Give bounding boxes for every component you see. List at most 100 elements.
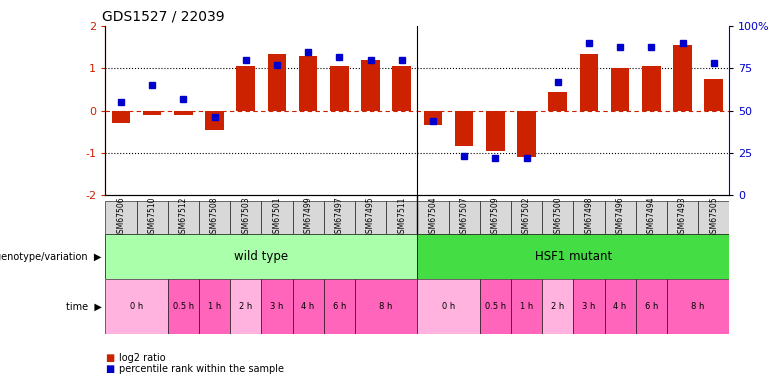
Text: 2 h: 2 h bbox=[239, 302, 252, 311]
Bar bbox=[698, 201, 729, 234]
Bar bbox=[642, 66, 661, 111]
Text: GSM67503: GSM67503 bbox=[241, 197, 250, 238]
Text: 8 h: 8 h bbox=[691, 302, 705, 311]
Bar bbox=[704, 79, 723, 111]
Bar bbox=[105, 279, 168, 334]
Text: GSM67500: GSM67500 bbox=[553, 197, 562, 238]
Bar bbox=[448, 201, 480, 234]
Bar bbox=[517, 111, 536, 157]
Text: 1 h: 1 h bbox=[520, 302, 533, 311]
Text: GSM67494: GSM67494 bbox=[647, 197, 656, 238]
Bar bbox=[667, 279, 729, 334]
Bar bbox=[673, 45, 692, 111]
Text: 4 h: 4 h bbox=[614, 302, 626, 311]
Text: 6 h: 6 h bbox=[644, 302, 658, 311]
Text: 3 h: 3 h bbox=[582, 302, 596, 311]
Bar bbox=[205, 111, 224, 130]
Bar bbox=[417, 234, 729, 279]
Text: percentile rank within the sample: percentile rank within the sample bbox=[119, 364, 285, 374]
Bar bbox=[168, 201, 199, 234]
Text: ■: ■ bbox=[105, 353, 115, 363]
Bar bbox=[261, 279, 292, 334]
Bar bbox=[230, 201, 261, 234]
Bar bbox=[480, 279, 511, 334]
Bar bbox=[636, 279, 667, 334]
Bar bbox=[573, 279, 604, 334]
Text: GSM67510: GSM67510 bbox=[147, 197, 157, 238]
Text: GSM67501: GSM67501 bbox=[272, 197, 282, 238]
Text: GSM67497: GSM67497 bbox=[335, 197, 344, 238]
Text: GSM67509: GSM67509 bbox=[491, 197, 500, 238]
Bar bbox=[143, 111, 161, 115]
Bar bbox=[324, 279, 355, 334]
Text: log2 ratio: log2 ratio bbox=[119, 353, 166, 363]
Text: GSM67496: GSM67496 bbox=[615, 197, 625, 238]
Bar bbox=[604, 201, 636, 234]
Bar bbox=[542, 201, 573, 234]
Text: 0.5 h: 0.5 h bbox=[484, 302, 506, 311]
Bar bbox=[361, 60, 380, 111]
Text: GSM67505: GSM67505 bbox=[709, 197, 718, 238]
Text: 0 h: 0 h bbox=[130, 302, 143, 311]
Text: genotype/variation  ▶: genotype/variation ▶ bbox=[0, 252, 101, 262]
Text: 3 h: 3 h bbox=[270, 302, 284, 311]
Bar bbox=[330, 66, 349, 111]
Text: 1 h: 1 h bbox=[208, 302, 221, 311]
Bar bbox=[486, 111, 505, 151]
Text: GSM67508: GSM67508 bbox=[210, 197, 219, 238]
Bar bbox=[112, 111, 130, 123]
Bar bbox=[105, 234, 417, 279]
Bar bbox=[573, 201, 604, 234]
Bar bbox=[355, 201, 386, 234]
Text: GSM67495: GSM67495 bbox=[366, 197, 375, 238]
Bar bbox=[542, 279, 573, 334]
Bar bbox=[417, 201, 448, 234]
Text: GSM67511: GSM67511 bbox=[397, 197, 406, 238]
Text: 4 h: 4 h bbox=[302, 302, 314, 311]
Text: GSM67502: GSM67502 bbox=[522, 197, 531, 238]
Text: GSM67512: GSM67512 bbox=[179, 197, 188, 238]
Bar bbox=[636, 201, 667, 234]
Bar bbox=[548, 92, 567, 111]
Text: 8 h: 8 h bbox=[379, 302, 393, 311]
Text: GSM67507: GSM67507 bbox=[459, 197, 469, 238]
Text: GSM67493: GSM67493 bbox=[678, 197, 687, 238]
Bar bbox=[199, 201, 230, 234]
Text: 6 h: 6 h bbox=[332, 302, 346, 311]
Bar bbox=[261, 201, 292, 234]
Bar bbox=[611, 68, 629, 111]
Bar bbox=[168, 279, 199, 334]
Bar bbox=[417, 279, 480, 334]
Bar bbox=[455, 111, 473, 147]
Text: 2 h: 2 h bbox=[551, 302, 564, 311]
Text: GSM67504: GSM67504 bbox=[428, 197, 438, 238]
Bar bbox=[136, 201, 168, 234]
Bar bbox=[324, 201, 355, 234]
Bar bbox=[511, 201, 542, 234]
Bar bbox=[199, 279, 230, 334]
Bar bbox=[392, 66, 411, 111]
Text: 0.5 h: 0.5 h bbox=[172, 302, 194, 311]
Bar bbox=[480, 201, 511, 234]
Text: GDS1527 / 22039: GDS1527 / 22039 bbox=[102, 10, 225, 24]
Text: GSM67498: GSM67498 bbox=[584, 197, 594, 238]
Bar bbox=[236, 66, 255, 111]
Bar bbox=[580, 54, 598, 111]
Text: time  ▶: time ▶ bbox=[66, 302, 101, 312]
Text: ■: ■ bbox=[105, 364, 115, 374]
Text: GSM67506: GSM67506 bbox=[116, 197, 126, 238]
Text: GSM67499: GSM67499 bbox=[303, 197, 313, 238]
Bar bbox=[355, 279, 417, 334]
Bar bbox=[299, 56, 317, 111]
Bar bbox=[292, 201, 324, 234]
Text: HSF1 mutant: HSF1 mutant bbox=[534, 251, 612, 263]
Bar bbox=[105, 201, 136, 234]
Bar bbox=[667, 201, 698, 234]
Bar bbox=[604, 279, 636, 334]
Bar bbox=[268, 54, 286, 111]
Text: wild type: wild type bbox=[234, 251, 289, 263]
Bar bbox=[424, 111, 442, 125]
Bar bbox=[174, 111, 193, 115]
Bar bbox=[230, 279, 261, 334]
Text: 0 h: 0 h bbox=[442, 302, 455, 311]
